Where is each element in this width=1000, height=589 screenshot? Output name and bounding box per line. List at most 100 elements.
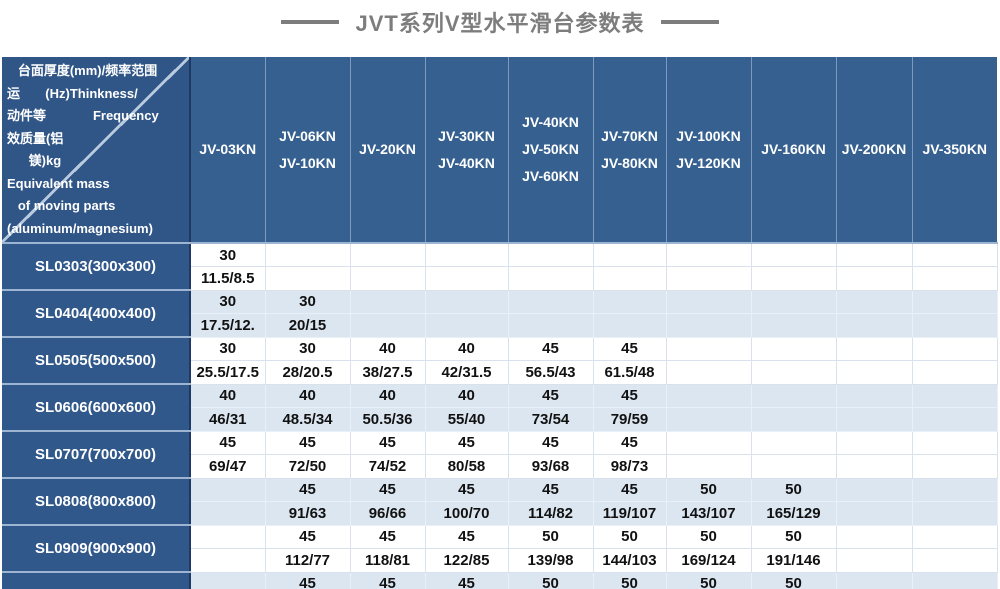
thickness-cell: 40 bbox=[264, 383, 351, 408]
frequency-cell: 112/77 bbox=[264, 548, 351, 573]
frequency-cell: 72/50 bbox=[264, 454, 351, 479]
column-header: JV-100KN JV-120KN bbox=[665, 57, 751, 244]
frequency-cell bbox=[911, 313, 998, 338]
table-row-thickness: SL0909(900x900) 45 45 45 50 50 50 50 bbox=[2, 524, 998, 573]
frequency-cell: 122/85 bbox=[424, 548, 509, 573]
thickness-cell bbox=[835, 571, 913, 589]
thickness-cell: 50 bbox=[665, 524, 752, 549]
frequency-cell bbox=[835, 501, 913, 526]
title-dash-left bbox=[281, 20, 340, 24]
frequency-cell bbox=[189, 501, 266, 526]
frequency-cell bbox=[835, 548, 913, 573]
corner-line: 效质量(铝 bbox=[7, 130, 64, 146]
corner-line: Equivalent mass bbox=[7, 175, 110, 191]
frequency-cell bbox=[592, 313, 667, 338]
table-row-thickness: SL0303(300x300) 30 bbox=[2, 242, 998, 291]
frequency-cell bbox=[349, 313, 426, 338]
thickness-cell: 40 bbox=[424, 383, 509, 408]
thickness-cell: 50 bbox=[750, 571, 837, 589]
column-header: JV-30KN JV-40KN bbox=[424, 57, 508, 244]
corner-line: of moving parts bbox=[7, 198, 116, 213]
frequency-cell bbox=[424, 266, 509, 291]
frequency-cell bbox=[665, 360, 752, 385]
frequency-cell bbox=[911, 266, 998, 291]
thickness-cell: 45 bbox=[592, 430, 667, 455]
title-bar: JVT系列V型水平滑台参数表 bbox=[0, 2, 1000, 42]
thickness-cell bbox=[424, 242, 509, 267]
thickness-cell bbox=[189, 524, 266, 549]
frequency-cell bbox=[911, 501, 998, 526]
table-row-frequency: 112/77 118/81 122/85 139/98 144/103 169/124 19… bbox=[2, 548, 998, 573]
thickness-cell: 45 bbox=[507, 477, 594, 502]
frequency-cell bbox=[911, 407, 998, 432]
row-label: SL0404(400x400) bbox=[2, 290, 191, 338]
frequency-cell bbox=[835, 454, 913, 479]
corner-header-text: 台面厚度(mm)/频率范围运 (Hz)Thinkness/动件等 Frequen… bbox=[7, 60, 187, 240]
thickness-cell: 40 bbox=[189, 383, 266, 408]
thickness-cell: 45 bbox=[189, 430, 266, 455]
thickness-cell bbox=[835, 336, 913, 361]
thickness-cell: 30 bbox=[189, 289, 266, 314]
table-container: 台面厚度(mm)/频率范围运 (Hz)Thinkness/动件等 Frequen… bbox=[2, 57, 998, 589]
thickness-cell bbox=[592, 242, 667, 267]
thickness-cell bbox=[750, 430, 837, 455]
corner-line: 台面厚度(mm)/频率范围 bbox=[7, 63, 158, 78]
frequency-cell bbox=[835, 360, 913, 385]
frequency-cell bbox=[835, 266, 913, 291]
thickness-cell bbox=[592, 289, 667, 314]
thickness-cell bbox=[911, 524, 998, 549]
corner-line: (aluminum/magnesium) bbox=[7, 220, 153, 236]
row-label: SL0909(900x900) bbox=[2, 525, 191, 573]
frequency-cell: 96/66 bbox=[349, 501, 426, 526]
frequency-cell: 42/31.5 bbox=[424, 360, 509, 385]
frequency-cell: 79/59 bbox=[592, 407, 667, 432]
corner-line: 镁)kg bbox=[7, 153, 62, 168]
thickness-cell: 40 bbox=[349, 336, 426, 361]
frequency-cell bbox=[507, 266, 594, 291]
frequency-cell bbox=[665, 454, 752, 479]
frequency-cell: 38/27.5 bbox=[349, 360, 426, 385]
thickness-cell: 45 bbox=[349, 477, 426, 502]
row-label: SL0606(600x600) bbox=[2, 384, 191, 432]
frequency-cell bbox=[835, 313, 913, 338]
frequency-cell: 69/47 bbox=[189, 454, 266, 479]
frequency-cell bbox=[750, 266, 837, 291]
table-row-frequency: 11.5/8.5 bbox=[2, 266, 998, 291]
thickness-cell: 40 bbox=[424, 336, 509, 361]
thickness-cell: 45 bbox=[264, 430, 351, 455]
thickness-cell: 50 bbox=[507, 571, 594, 589]
column-header: JV-06KN JV-10KN bbox=[264, 57, 350, 244]
table-row-frequency: 69/47 72/50 74/52 80/58 93/68 98/73 bbox=[2, 454, 998, 479]
thickness-cell: 30 bbox=[189, 242, 266, 267]
table-row-thickness: SL0707(700x700) 45 45 45 45 45 45 bbox=[2, 430, 998, 479]
thickness-cell bbox=[665, 242, 752, 267]
frequency-cell: 74/52 bbox=[349, 454, 426, 479]
frequency-cell: 118/81 bbox=[349, 548, 426, 573]
thickness-cell: 50 bbox=[592, 571, 667, 589]
frequency-cell bbox=[750, 407, 837, 432]
thickness-cell: 45 bbox=[349, 524, 426, 549]
thickness-cell: 45 bbox=[264, 571, 351, 589]
table-row-frequency: 17.5/12. 20/15 bbox=[2, 313, 998, 338]
parameters-table: 台面厚度(mm)/频率范围运 (Hz)Thinkness/动件等 Frequen… bbox=[2, 57, 998, 589]
frequency-cell bbox=[592, 266, 667, 291]
thickness-cell bbox=[507, 289, 594, 314]
frequency-cell: 20/15 bbox=[264, 313, 351, 338]
thickness-cell: 45 bbox=[424, 524, 509, 549]
thickness-cell bbox=[750, 383, 837, 408]
frequency-cell bbox=[665, 266, 752, 291]
frequency-cell: 28/20.5 bbox=[264, 360, 351, 385]
frequency-cell: 56.5/43 bbox=[507, 360, 594, 385]
frequency-cell bbox=[835, 407, 913, 432]
thickness-cell bbox=[835, 383, 913, 408]
frequency-cell bbox=[349, 266, 426, 291]
frequency-cell: 144/103 bbox=[592, 548, 667, 573]
thickness-cell: 30 bbox=[189, 336, 266, 361]
frequency-cell: 165/129 bbox=[750, 501, 837, 526]
frequency-cell: 55/40 bbox=[424, 407, 509, 432]
frequency-cell bbox=[665, 407, 752, 432]
thickness-cell: 45 bbox=[592, 336, 667, 361]
frequency-cell bbox=[189, 548, 266, 573]
frequency-cell: 98/73 bbox=[592, 454, 667, 479]
corner-header: 台面厚度(mm)/频率范围运 (Hz)Thinkness/动件等 Frequen… bbox=[2, 57, 191, 244]
